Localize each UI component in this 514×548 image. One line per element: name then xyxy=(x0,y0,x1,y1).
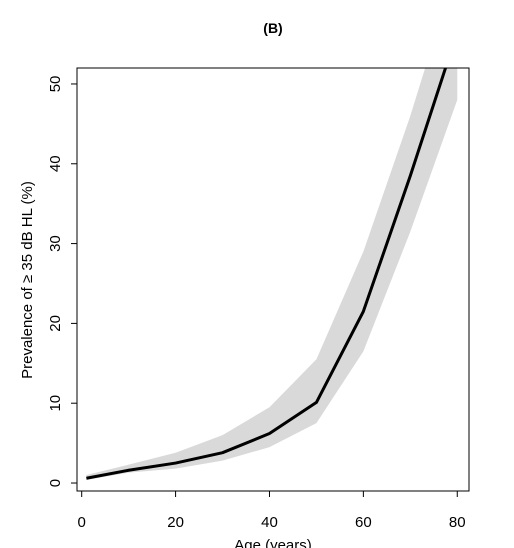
y-tick-label: 20 xyxy=(47,315,64,332)
x-tick-label: 20 xyxy=(167,514,184,531)
x-axis-label: Age (years) xyxy=(234,537,312,548)
x-tick-label: 60 xyxy=(355,514,372,531)
y-tick-label: 30 xyxy=(47,235,64,252)
chart-title: (B) xyxy=(263,20,282,36)
y-tick-label: 50 xyxy=(47,76,64,93)
y-tick-label: 10 xyxy=(47,395,64,412)
x-tick-label: 80 xyxy=(449,514,466,531)
y-axis-label: Prevalence of ≥ 35 dB HL (%) xyxy=(19,181,36,379)
x-tick-label: 0 xyxy=(78,514,86,531)
prevalence-line xyxy=(86,68,448,480)
x-tick-label: 40 xyxy=(261,514,278,531)
y-tick-label: 0 xyxy=(47,479,64,487)
y-tick-label: 40 xyxy=(47,155,64,172)
confidence-band xyxy=(86,68,458,480)
plot-frame xyxy=(76,67,470,492)
